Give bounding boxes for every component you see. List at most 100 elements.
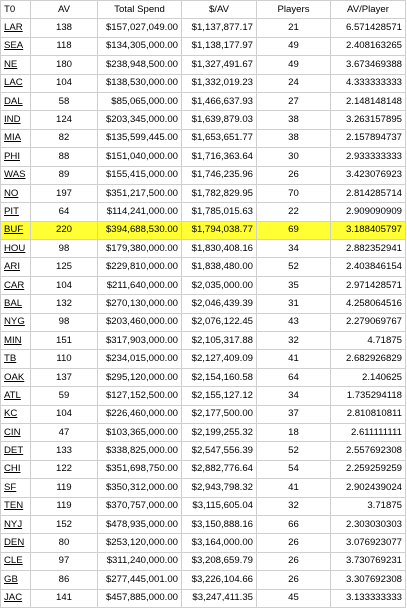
dollars-per-av-cell[interactable]: $3,226,104.66 [181, 570, 257, 590]
team-cell[interactable]: DEN [0, 533, 31, 553]
dollars-per-av-cell[interactable]: $2,547,556.39 [181, 441, 257, 461]
dollars-per-av-cell[interactable]: $3,150,888.16 [181, 514, 257, 535]
av-cell[interactable]: 98 [30, 239, 98, 259]
total-spend-cell[interactable]: $85,065,000.00 [97, 91, 182, 112]
av-per-player-cell[interactable]: 3.71875 [330, 496, 406, 516]
dollars-per-av-cell[interactable]: $1,332,019.23 [181, 73, 257, 93]
players-cell[interactable]: 30 [256, 147, 331, 167]
players-cell[interactable]: 54 [256, 459, 331, 480]
av-per-player-cell[interactable]: 2.259259259 [330, 459, 406, 480]
team-cell[interactable]: CLE [0, 551, 31, 572]
av-per-player-cell[interactable]: 3.188405797 [330, 220, 406, 241]
players-cell[interactable]: 49 [256, 55, 331, 75]
total-spend-cell[interactable]: $203,345,000.00 [97, 110, 182, 130]
av-per-player-cell[interactable]: 2.882352941 [330, 239, 406, 259]
total-spend-cell[interactable]: $203,460,000.00 [97, 312, 182, 333]
av-cell[interactable]: 122 [30, 459, 98, 480]
players-cell[interactable]: 35 [256, 275, 331, 296]
av-cell[interactable]: 141 [30, 588, 98, 608]
team-cell[interactable]: NYJ [0, 514, 31, 535]
av-per-player-cell[interactable]: 3.730769231 [330, 551, 406, 572]
av-cell[interactable]: 98 [30, 312, 98, 333]
team-cell[interactable]: GB [0, 570, 31, 590]
players-cell[interactable]: 52 [256, 257, 331, 277]
av-per-player-cell[interactable]: 2.557692308 [330, 441, 406, 461]
dollars-per-av-cell[interactable]: $2,177,500.00 [181, 404, 257, 424]
players-cell[interactable]: 70 [256, 183, 331, 204]
header-players[interactable]: Players [256, 0, 331, 20]
total-spend-cell[interactable]: $157,027,049.00 [97, 18, 182, 38]
team-cell[interactable]: ATL [0, 386, 31, 406]
team-cell[interactable]: BUF [0, 220, 31, 241]
team-cell[interactable]: DAL [0, 91, 31, 112]
players-cell[interactable]: 41 [256, 349, 331, 369]
total-spend-cell[interactable]: $127,152,500.00 [97, 386, 182, 406]
av-per-player-cell[interactable]: 6.571428571 [330, 18, 406, 38]
players-cell[interactable]: 26 [256, 533, 331, 553]
av-cell[interactable]: 133 [30, 441, 98, 461]
dollars-per-av-cell[interactable]: $2,943,798.32 [181, 478, 257, 498]
total-spend-cell[interactable]: $103,365,000.00 [97, 422, 182, 443]
av-per-player-cell[interactable]: 3.673469388 [330, 55, 406, 75]
av-cell[interactable]: 97 [30, 551, 98, 572]
av-cell[interactable]: 47 [30, 422, 98, 443]
av-per-player-cell[interactable]: 2.303030303 [330, 514, 406, 535]
av-per-player-cell[interactable]: 3.423076923 [330, 165, 406, 185]
total-spend-cell[interactable]: $394,688,530.00 [97, 220, 182, 241]
team-cell[interactable]: TB [0, 349, 31, 369]
players-cell[interactable]: 37 [256, 404, 331, 424]
dollars-per-av-cell[interactable]: $3,115,605.04 [181, 496, 257, 516]
total-spend-cell[interactable]: $295,120,000.00 [97, 367, 182, 388]
team-cell[interactable]: BAL [0, 294, 31, 314]
dollars-per-av-cell[interactable]: $1,327,491.67 [181, 55, 257, 75]
players-cell[interactable]: 34 [256, 386, 331, 406]
total-spend-cell[interactable]: $478,935,000.00 [97, 514, 182, 535]
av-cell[interactable]: 132 [30, 294, 98, 314]
players-cell[interactable]: 45 [256, 588, 331, 608]
players-cell[interactable]: 31 [256, 294, 331, 314]
total-spend-cell[interactable]: $238,948,500.00 [97, 55, 182, 75]
team-cell[interactable]: KC [0, 404, 31, 424]
dollars-per-av-cell[interactable]: $1,838,480.00 [181, 257, 257, 277]
av-cell[interactable]: 138 [30, 18, 98, 38]
av-cell[interactable]: 119 [30, 478, 98, 498]
av-cell[interactable]: 197 [30, 183, 98, 204]
av-per-player-cell[interactable]: 2.902439024 [330, 478, 406, 498]
dollars-per-av-cell[interactable]: $3,164,000.00 [181, 533, 257, 553]
players-cell[interactable]: 66 [256, 514, 331, 535]
team-cell[interactable]: JAC [0, 588, 31, 608]
team-cell[interactable]: CAR [0, 275, 31, 296]
av-cell[interactable]: 59 [30, 386, 98, 406]
dollars-per-av-cell[interactable]: $2,035,000.00 [181, 275, 257, 296]
players-cell[interactable]: 26 [256, 570, 331, 590]
dollars-per-av-cell[interactable]: $2,155,127.12 [181, 386, 257, 406]
team-cell[interactable]: HOU [0, 239, 31, 259]
team-cell[interactable]: DET [0, 441, 31, 461]
header-total-spend[interactable]: Total Spend [97, 0, 182, 20]
av-cell[interactable]: 110 [30, 349, 98, 369]
av-cell[interactable]: 58 [30, 91, 98, 112]
av-cell[interactable]: 220 [30, 220, 98, 241]
header-av[interactable]: AV [30, 0, 98, 20]
dollars-per-av-cell[interactable]: $2,046,439.39 [181, 294, 257, 314]
total-spend-cell[interactable]: $179,380,000.00 [97, 239, 182, 259]
av-cell[interactable]: 125 [30, 257, 98, 277]
dollars-per-av-cell[interactable]: $1,716,363.64 [181, 147, 257, 167]
team-cell[interactable]: CIN [0, 422, 31, 443]
team-cell[interactable]: LAC [0, 73, 31, 93]
total-spend-cell[interactable]: $226,460,000.00 [97, 404, 182, 424]
dollars-per-av-cell[interactable]: $3,208,659.79 [181, 551, 257, 572]
header-team[interactable]: T0 [0, 0, 31, 20]
av-per-player-cell[interactable]: 1.735294118 [330, 386, 406, 406]
av-per-player-cell[interactable]: 2.408163265 [330, 36, 406, 57]
team-cell[interactable]: SEA [0, 36, 31, 57]
team-cell[interactable]: WAS [0, 165, 31, 185]
total-spend-cell[interactable]: $351,217,500.00 [97, 183, 182, 204]
av-per-player-cell[interactable]: 3.133333333 [330, 588, 406, 608]
av-cell[interactable]: 104 [30, 73, 98, 93]
av-cell[interactable]: 82 [30, 128, 98, 149]
team-cell[interactable]: OAK [0, 367, 31, 388]
av-cell[interactable]: 80 [30, 533, 98, 553]
total-spend-cell[interactable]: $135,599,445.00 [97, 128, 182, 149]
av-cell[interactable]: 89 [30, 165, 98, 185]
